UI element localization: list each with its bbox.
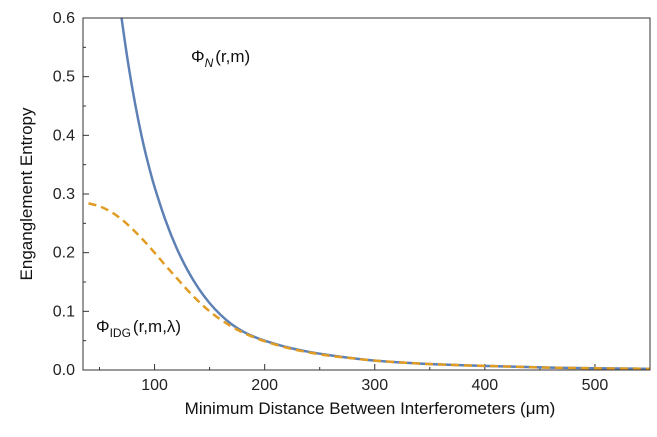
y-tick-label: 0.2 [53,245,75,262]
series-label-phi-idg: ΦIDG (r,m,λ) [96,317,181,340]
x-tick-label: 400 [472,377,499,394]
series-label-phi-idg-args: (r,m,λ) [133,317,181,336]
plot-frame [82,17,651,371]
series-label-phi-idg-symbol: Φ [96,317,110,336]
y-tick-label: 0.4 [53,127,75,144]
x-tick-label: 200 [251,377,278,394]
series-label-phi-n-subscript: N [205,56,214,70]
x-tick-label: 100 [141,377,168,394]
y-tick-label: 0.6 [53,10,75,27]
series-label-phi-idg-subscript: IDG [110,326,131,340]
series-line-phi-idg [88,202,651,371]
series-label-phi-n-args: (r,m) [215,47,250,66]
x-tick-label: 500 [582,377,609,394]
y-tick-label: 0.0 [53,362,75,379]
series-line-phi-n [120,17,651,371]
series-label-phi-n-symbol: Φ [191,47,205,66]
y-axis-label: Enganglement Entropy [17,107,36,280]
series-layer [88,17,651,371]
x-axis-label: Minimum Distance Between Interferometers… [185,399,556,418]
y-tick-label: 0.1 [53,303,75,320]
y-tick-label: 0.5 [53,69,75,86]
x-tick-label: 300 [361,377,388,394]
axis-ticks: 100 200 300 400 500 0.0 0.1 0.2 0.3 0.4 0.5 0.6 [53,10,651,394]
series-label-phi-n: ΦN (r,m) [191,47,250,70]
y-tick-label: 0.3 [53,186,75,203]
